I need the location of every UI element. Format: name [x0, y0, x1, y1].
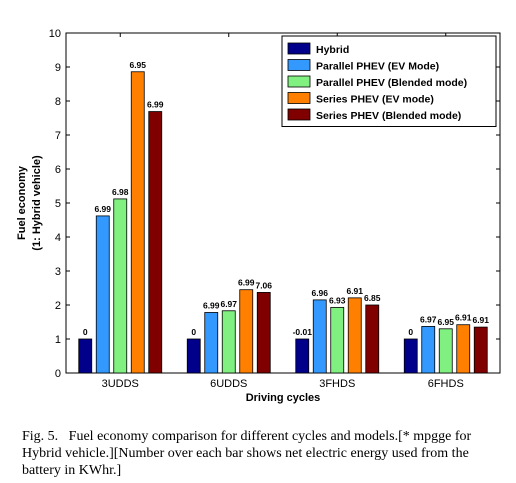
data-label: 6.97 — [220, 299, 237, 309]
bar — [78, 338, 93, 374]
y-tick-label: 5 — [55, 198, 61, 210]
legend-label: Series PHEV (EV mode) — [316, 94, 434, 106]
bar — [438, 328, 453, 374]
legend-label: Parallel PHEV (EV Mode) — [316, 61, 439, 73]
data-label: 6.91 — [472, 315, 489, 325]
y-tick-label: 1 — [55, 334, 61, 346]
data-label: 6.95 — [129, 60, 146, 70]
bar — [256, 292, 271, 374]
bar — [473, 326, 488, 374]
data-label: 6.99 — [238, 278, 255, 288]
legend-box — [281, 35, 497, 127]
y-tick-label: 2 — [55, 300, 61, 312]
bar — [95, 215, 110, 374]
bar — [295, 338, 310, 374]
data-label: 6.85 — [364, 293, 381, 303]
bar — [239, 289, 254, 374]
y-tick-label: 3 — [55, 266, 61, 278]
y-tick-label: 10 — [49, 28, 61, 40]
legend-label: Series PHEV (Blended mode) — [316, 110, 461, 122]
x-tick-label: 3UDDS — [102, 378, 139, 390]
y-tick-label: 7 — [55, 130, 61, 142]
data-label: -0.01 — [293, 327, 313, 337]
x-tick-label: 6UDDS — [210, 378, 247, 390]
data-label: 6.91 — [455, 313, 472, 323]
bar — [403, 338, 418, 374]
data-label: 6.99 — [94, 204, 111, 214]
figure-caption: Fig. 5. Fuel economy comparison for diff… — [22, 429, 472, 478]
legend-label: Hybrid — [316, 44, 349, 56]
data-label: 6.98 — [112, 187, 129, 197]
legend-swatch — [287, 42, 311, 55]
legend-label: Parallel PHEV (Blended mode) — [316, 77, 467, 89]
y-axis-label-line2: (1: Hybrid vehicle) — [31, 155, 43, 251]
bar — [330, 306, 345, 374]
data-label: 6.95 — [437, 317, 454, 327]
legend-swatch — [287, 75, 311, 88]
x-axis-label: Driving cycles — [246, 392, 321, 404]
bar — [456, 324, 471, 374]
x-tick-label: 3FHDS — [319, 378, 355, 390]
data-label: 6.91 — [346, 286, 363, 296]
data-label: 0 — [83, 327, 88, 337]
data-label: 6.99 — [203, 300, 220, 310]
data-label: 6.96 — [311, 288, 328, 298]
y-tick-label: 9 — [55, 62, 61, 74]
data-label: 0 — [191, 327, 196, 337]
legend-swatch — [287, 108, 311, 121]
bar — [204, 312, 219, 374]
data-label: 7.06 — [255, 280, 272, 290]
data-label: 6.99 — [147, 100, 164, 110]
y-tick-label: 0 — [55, 368, 61, 380]
legend: Hybrid Parallel PHEV (EV Mode) Parallel PH… — [281, 35, 497, 127]
y-tick-label: 6 — [55, 164, 61, 176]
data-label: 0 — [408, 327, 413, 337]
bar — [130, 71, 145, 374]
bar — [148, 111, 163, 374]
bar — [221, 310, 236, 374]
data-label: 6.93 — [329, 295, 346, 305]
y-axis-label-line1: Fuel economy — [16, 165, 28, 240]
bar — [347, 297, 362, 374]
data-label: 6.97 — [420, 314, 437, 324]
bar — [421, 326, 436, 374]
bar — [186, 338, 201, 374]
legend-swatch — [287, 92, 311, 104]
legend-swatch — [287, 59, 311, 71]
chart: 0123456789103UDDS06.996.986.956.996UDDS0… — [16, 28, 501, 404]
bar — [365, 304, 380, 374]
bar — [113, 198, 128, 374]
y-tick-label: 4 — [55, 232, 61, 244]
y-tick-label: 8 — [55, 96, 61, 108]
bar — [312, 299, 327, 374]
plot-area: 0123456789103UDDS06.996.986.956.996UDDS0… — [49, 28, 501, 390]
x-tick-label: 6FHDS — [428, 378, 464, 390]
